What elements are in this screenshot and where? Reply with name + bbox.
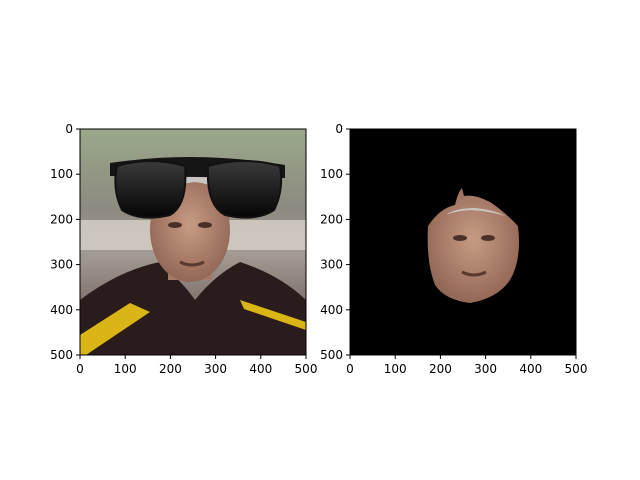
left-x-tick-label: 400 (249, 362, 272, 376)
right-y-tick-label: 400 (320, 303, 343, 317)
right-x-tick-label: 500 (565, 362, 588, 376)
right-x-tick-label: 100 (384, 362, 407, 376)
right-x-tick-label: 300 (474, 362, 497, 376)
right-y-tick-label: 200 (320, 212, 343, 226)
left-axes-frame (79, 128, 307, 356)
right-x-tick-label: 0 (346, 362, 354, 376)
left-y-tick-label: 200 (50, 212, 73, 226)
right-image (350, 129, 576, 355)
left-y-tick-label: 100 (50, 167, 73, 181)
right-y-tick-label: 500 (320, 348, 343, 362)
sunglasses-overlay (110, 156, 285, 219)
right-y-tick-label: 0 (335, 122, 343, 136)
left-y-tick-label: 400 (50, 303, 73, 317)
left-x-tick-label: 300 (204, 362, 227, 376)
right-y-tick-label: 300 (320, 258, 343, 272)
right-x-tick-label: 400 (519, 362, 542, 376)
left-y-tick-label: 0 (65, 122, 73, 136)
left-x-tick-label: 0 (76, 362, 84, 376)
right-x-tick-label: 200 (429, 362, 452, 376)
right-axes-frame (349, 128, 577, 356)
face-mask (427, 188, 519, 303)
left-x-tick-label: 100 (114, 362, 137, 376)
left-y-tick-label: 300 (50, 258, 73, 272)
left-x-tick-label: 500 (295, 362, 318, 376)
left-y-tick-label: 500 (50, 348, 73, 362)
left-image (80, 129, 306, 355)
right-y-tick-label: 100 (320, 167, 343, 181)
left-x-tick-label: 200 (159, 362, 182, 376)
